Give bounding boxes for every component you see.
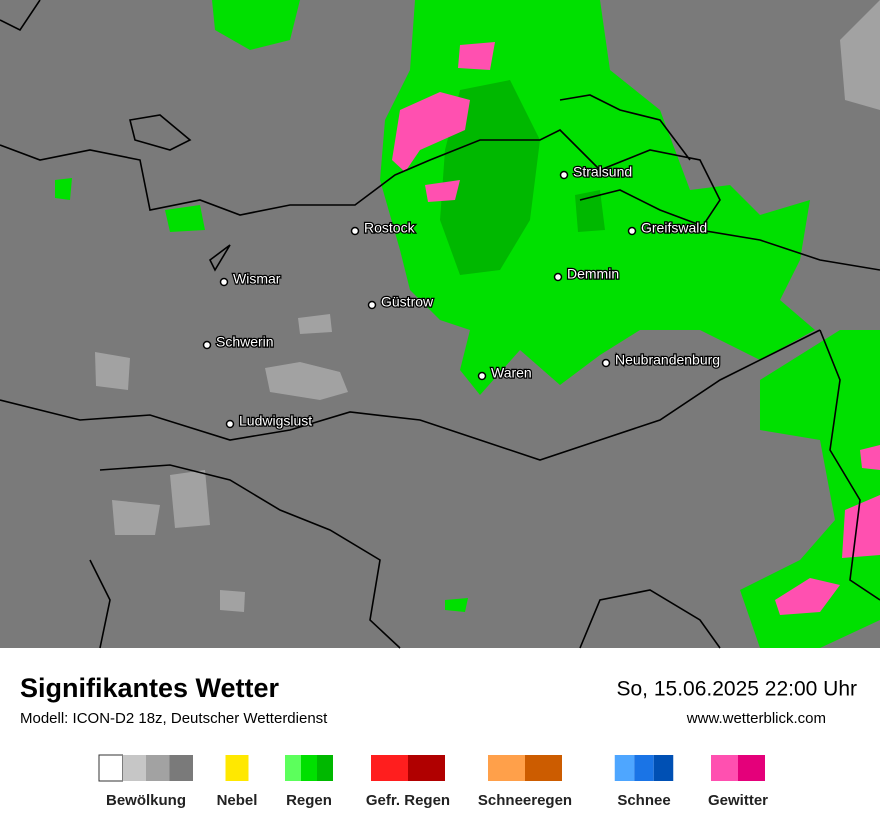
legend-label: Schneeregen xyxy=(478,792,572,809)
city-dot xyxy=(225,419,235,429)
legend-swatch xyxy=(711,755,738,781)
city-dot xyxy=(553,272,563,282)
city-dot xyxy=(202,340,212,350)
city-label: Stralsund xyxy=(573,164,632,180)
city-label: Wismar xyxy=(233,271,281,287)
thunderstorm-areas xyxy=(392,42,880,615)
legend-label: Regen xyxy=(286,792,332,809)
legend-swatch xyxy=(653,755,674,781)
legend-swatch xyxy=(408,755,445,781)
legend-swatch xyxy=(146,755,170,781)
city-dot xyxy=(477,371,487,381)
title: Signifikantes Wetter xyxy=(20,673,280,703)
city-dot xyxy=(601,358,611,368)
city-dot xyxy=(627,226,637,236)
legend-label: Gefr. Regen xyxy=(366,792,450,809)
city-label: Rostock xyxy=(364,220,416,236)
legend: Bewölkung Nebel Regen Gefr. Regen Schneerege… xyxy=(98,754,768,809)
legend-swatch xyxy=(525,755,562,781)
city-dot xyxy=(367,300,377,310)
cities: Stralsund Rostock Greifswald Wismar Demmin Gü… xyxy=(202,162,721,430)
city-label: Neubrandenburg xyxy=(615,352,720,368)
legend-swatch xyxy=(225,755,249,781)
legend-swatch xyxy=(614,755,635,781)
city-dot xyxy=(559,170,569,180)
city-label: Schwerin xyxy=(216,334,274,350)
legend-label: Nebel xyxy=(217,792,258,809)
city-label: Ludwigslust xyxy=(239,413,312,429)
city-label: Greifswald xyxy=(641,220,707,236)
legend-swatch xyxy=(122,755,146,781)
legend-swatch xyxy=(169,755,193,781)
city-label: Güstrow xyxy=(381,294,434,310)
legend-swatch xyxy=(371,755,408,781)
footer: Signifikantes Wetter Modell: ICON-D2 18z… xyxy=(20,673,857,809)
legend-swatch xyxy=(301,755,317,781)
website: www.wetterblick.com xyxy=(686,710,826,727)
datetime: So, 15.06.2025 22:00 Uhr xyxy=(616,678,857,701)
legend-label: Schnee xyxy=(617,792,670,809)
legend-label: Bewölkung xyxy=(106,792,186,809)
city-dot xyxy=(219,277,229,287)
legend-swatch xyxy=(738,755,765,781)
coastlines xyxy=(0,0,880,649)
map: Stralsund Rostock Greifswald Wismar Demmin Gü… xyxy=(0,0,880,649)
city-label: Waren xyxy=(491,365,532,381)
city-label: Demmin xyxy=(567,266,619,282)
legend-swatch xyxy=(317,755,333,781)
legend-swatch xyxy=(488,755,525,781)
legend-swatch xyxy=(634,755,654,781)
legend-swatch xyxy=(98,754,123,782)
model-info: Modell: ICON-D2 18z, Deutscher Wetterdie… xyxy=(20,710,328,727)
city-dot xyxy=(350,226,360,236)
cloud-areas xyxy=(95,0,880,612)
legend-label: Gewitter xyxy=(708,792,768,809)
legend-swatch xyxy=(285,755,301,781)
